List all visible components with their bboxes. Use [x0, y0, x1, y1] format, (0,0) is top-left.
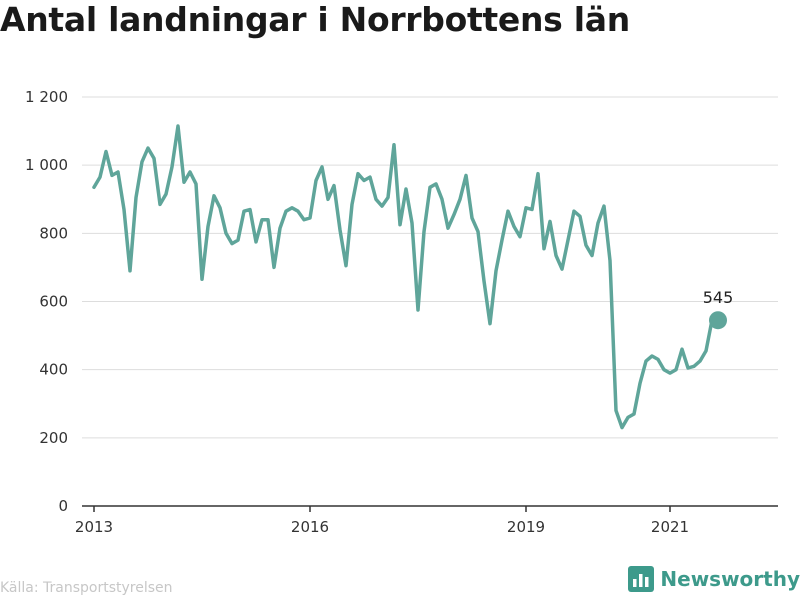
x-tick-label: 2019 — [507, 518, 545, 536]
x-tick-label: 2016 — [291, 518, 329, 536]
x-axis: 2013 2016 2019 2021 — [75, 505, 778, 536]
brand: Newsworthy — [628, 566, 800, 592]
brand-name: Newsworthy — [660, 567, 800, 591]
gridlines — [82, 96, 778, 439]
y-axis: 0 200 400 600 800 1 000 1 200 — [25, 88, 68, 515]
chart-title: Antal landningar i Norrbottens län — [0, 0, 630, 39]
series-line — [92, 124, 720, 430]
y-tick-label: 800 — [39, 224, 68, 242]
last-value-label: 545 — [703, 288, 734, 307]
source-note: Källa: Transportstyrelsen — [0, 580, 173, 596]
y-tick-label: 400 — [39, 361, 68, 379]
x-tick-label: 2021 — [651, 518, 689, 536]
y-tick-label: 600 — [39, 293, 68, 311]
y-tick-label: 1 200 — [25, 88, 68, 106]
y-tick-label: 1 000 — [25, 156, 68, 174]
newsworthy-logo-icon — [628, 566, 655, 592]
y-tick-label: 0 — [58, 497, 68, 515]
last-point-marker — [709, 311, 727, 330]
y-tick-label: 200 — [39, 429, 68, 447]
x-tick-label: 2013 — [75, 518, 113, 536]
